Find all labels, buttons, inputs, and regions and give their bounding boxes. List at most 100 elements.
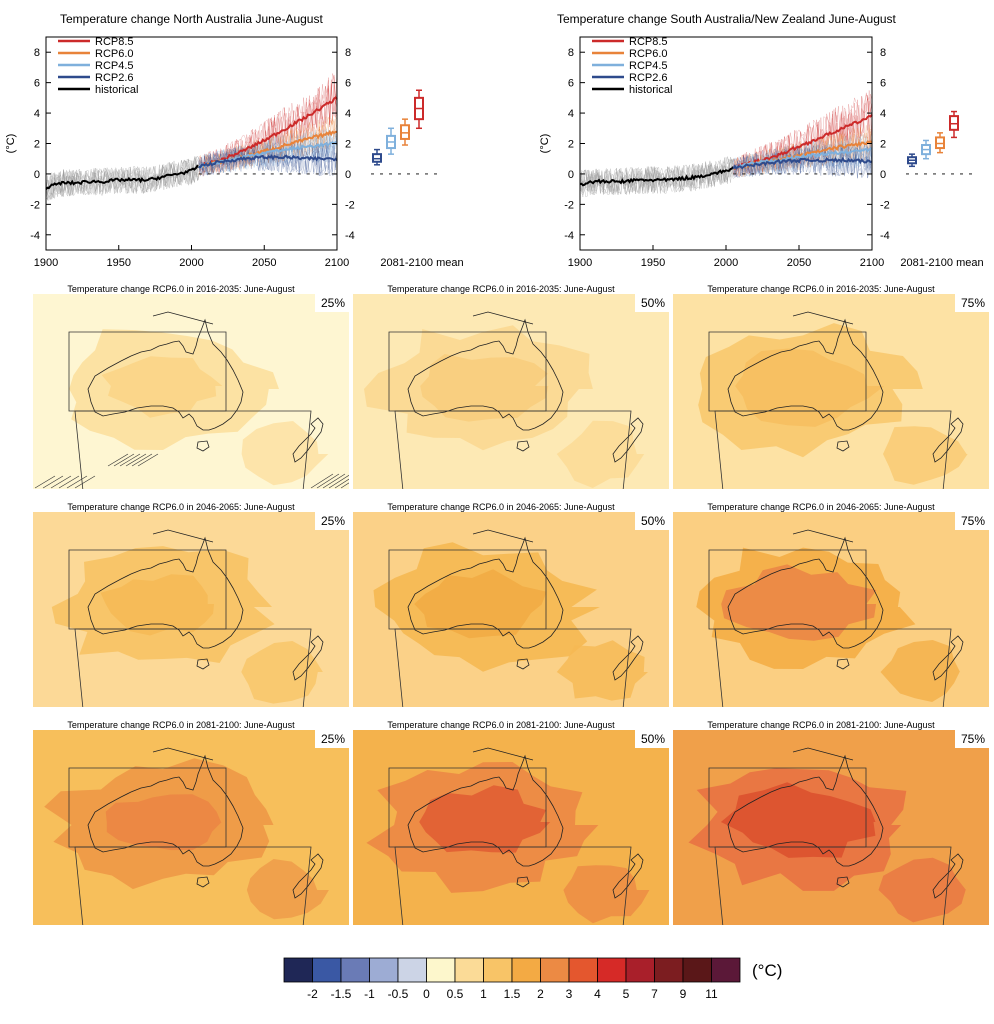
map-body bbox=[33, 294, 349, 489]
region-box-south bbox=[394, 846, 632, 925]
series-line-rcp26 bbox=[198, 154, 338, 169]
box-rcp85 bbox=[414, 89, 424, 130]
y-tick-label-right: 4 bbox=[880, 108, 886, 120]
australia-coastline bbox=[87, 536, 244, 649]
colorbar-swatch bbox=[597, 957, 627, 983]
australia-coastline bbox=[727, 754, 884, 867]
y-tick-label: 6 bbox=[568, 78, 574, 90]
warming-core bbox=[735, 348, 885, 427]
map-2081-2100-75%: 75% bbox=[673, 730, 989, 925]
new-zealand-coastline bbox=[932, 417, 964, 463]
new-zealand-coastline bbox=[612, 853, 644, 899]
colorbar-swatch bbox=[654, 957, 684, 983]
y-tick-label-right: 0 bbox=[345, 169, 351, 181]
y-tick-label: 8 bbox=[34, 47, 40, 59]
colorbar-tick-label: 3 bbox=[566, 987, 573, 1001]
map-2016-2035-75%: 75% bbox=[673, 294, 989, 489]
percentile-badge: 50% bbox=[635, 730, 669, 748]
box-rcp26 bbox=[907, 153, 917, 168]
region-box-south bbox=[714, 410, 952, 489]
colorbar-swatch bbox=[426, 957, 456, 983]
percentile-badge: 50% bbox=[635, 294, 669, 312]
map-2081-2100-50%: 50% bbox=[353, 730, 669, 925]
y-tick-label-right: 0 bbox=[880, 169, 886, 181]
warming-zone-nz bbox=[241, 421, 329, 486]
colorbar-swatch bbox=[397, 957, 427, 983]
colorbar-tick-label: 0.5 bbox=[447, 987, 464, 1001]
region-box-south bbox=[74, 410, 312, 489]
map-2046-2065-25%: 25% bbox=[33, 512, 349, 707]
percentile-badge: 75% bbox=[955, 294, 989, 312]
new-zealand-coastline bbox=[612, 635, 644, 681]
map-body bbox=[353, 512, 669, 707]
map-title: Temperature change RCP6.0 in 2081-2100: … bbox=[67, 720, 295, 730]
y-tick-label: -4 bbox=[30, 230, 40, 242]
legend-label: RCP6.0 bbox=[95, 48, 134, 60]
y-tick-label-right: 2 bbox=[345, 139, 351, 151]
ensemble-spread bbox=[45, 71, 338, 202]
warming-core bbox=[419, 785, 551, 853]
series-line-rcp85 bbox=[198, 96, 338, 168]
colorbar-tick-label: 1 bbox=[480, 987, 487, 1001]
map-2046-2065-75%: 75% bbox=[673, 512, 989, 707]
x-tick-label: 1900 bbox=[568, 257, 592, 269]
colorbar-tick-label: -0.5 bbox=[388, 987, 409, 1001]
region-box-south bbox=[714, 628, 952, 707]
y-tick-label-right: 6 bbox=[345, 78, 351, 90]
warming-core bbox=[414, 569, 547, 639]
x-tick-label: 2000 bbox=[179, 257, 203, 269]
tasmania-coastline bbox=[836, 876, 850, 888]
legend-label: RCP4.5 bbox=[629, 60, 668, 72]
percentile-label: 25% bbox=[321, 296, 345, 310]
y-tick-label-right: -2 bbox=[880, 199, 890, 211]
percentile-badge: 25% bbox=[315, 294, 349, 312]
colorbar-tick-label: 7 bbox=[651, 987, 658, 1001]
x-tick-label: 1950 bbox=[107, 257, 131, 269]
warming-core bbox=[420, 354, 549, 422]
colorbar-tick-label: -1.5 bbox=[331, 987, 352, 1001]
tasmania-coastline bbox=[516, 876, 530, 888]
colorbar-swatch bbox=[540, 957, 570, 983]
y-tick-label: 0 bbox=[568, 169, 574, 181]
percentile-badge: 25% bbox=[315, 730, 349, 748]
colorbar-swatch bbox=[711, 957, 741, 983]
colorbar-swatch bbox=[340, 957, 370, 983]
legend-label: RCP6.0 bbox=[629, 48, 668, 60]
y-tick-label: 4 bbox=[34, 108, 40, 120]
tasmania-coastline bbox=[836, 440, 850, 452]
x-tick-label: 2050 bbox=[252, 257, 276, 269]
y-tick-label: -4 bbox=[564, 230, 574, 242]
mean-label: 2081-2100 mean bbox=[380, 257, 463, 269]
new-guinea-coastline bbox=[152, 747, 214, 761]
map-body bbox=[353, 294, 669, 489]
percentile-label: 50% bbox=[641, 296, 665, 310]
y-tick-label: 2 bbox=[568, 139, 574, 151]
new-zealand-coastline bbox=[292, 635, 324, 681]
map-body bbox=[673, 730, 989, 925]
new-guinea-coastline bbox=[152, 529, 214, 543]
new-guinea-coastline bbox=[792, 747, 854, 761]
timeseries-north-australia: Temperature change North Australia June-… bbox=[5, 12, 464, 269]
y-tick-label: 8 bbox=[568, 47, 574, 59]
warming-core bbox=[720, 782, 876, 858]
series-line-historical bbox=[579, 166, 735, 187]
percentile-label: 50% bbox=[641, 514, 665, 528]
percentile-label: 25% bbox=[321, 732, 345, 746]
warming-core bbox=[105, 794, 222, 851]
warming-zone-nz bbox=[556, 420, 645, 488]
box-rcp45 bbox=[386, 127, 396, 155]
region-box-south bbox=[74, 846, 312, 925]
box-rcp60 bbox=[935, 132, 945, 154]
map-body bbox=[33, 730, 349, 925]
legend-label: RCP4.5 bbox=[95, 60, 134, 72]
new-zealand-coastline bbox=[292, 853, 324, 899]
new-guinea-coastline bbox=[152, 311, 214, 325]
series-line-rcp45 bbox=[733, 147, 872, 169]
colorbar-tick-label: 11 bbox=[705, 987, 718, 1001]
map-title: Temperature change RCP6.0 in 2081-2100: … bbox=[707, 720, 935, 730]
colorbar-swatch bbox=[312, 957, 342, 983]
map-body bbox=[673, 512, 989, 707]
percentile-badge: 75% bbox=[955, 512, 989, 530]
percentile-label: 25% bbox=[321, 514, 345, 528]
